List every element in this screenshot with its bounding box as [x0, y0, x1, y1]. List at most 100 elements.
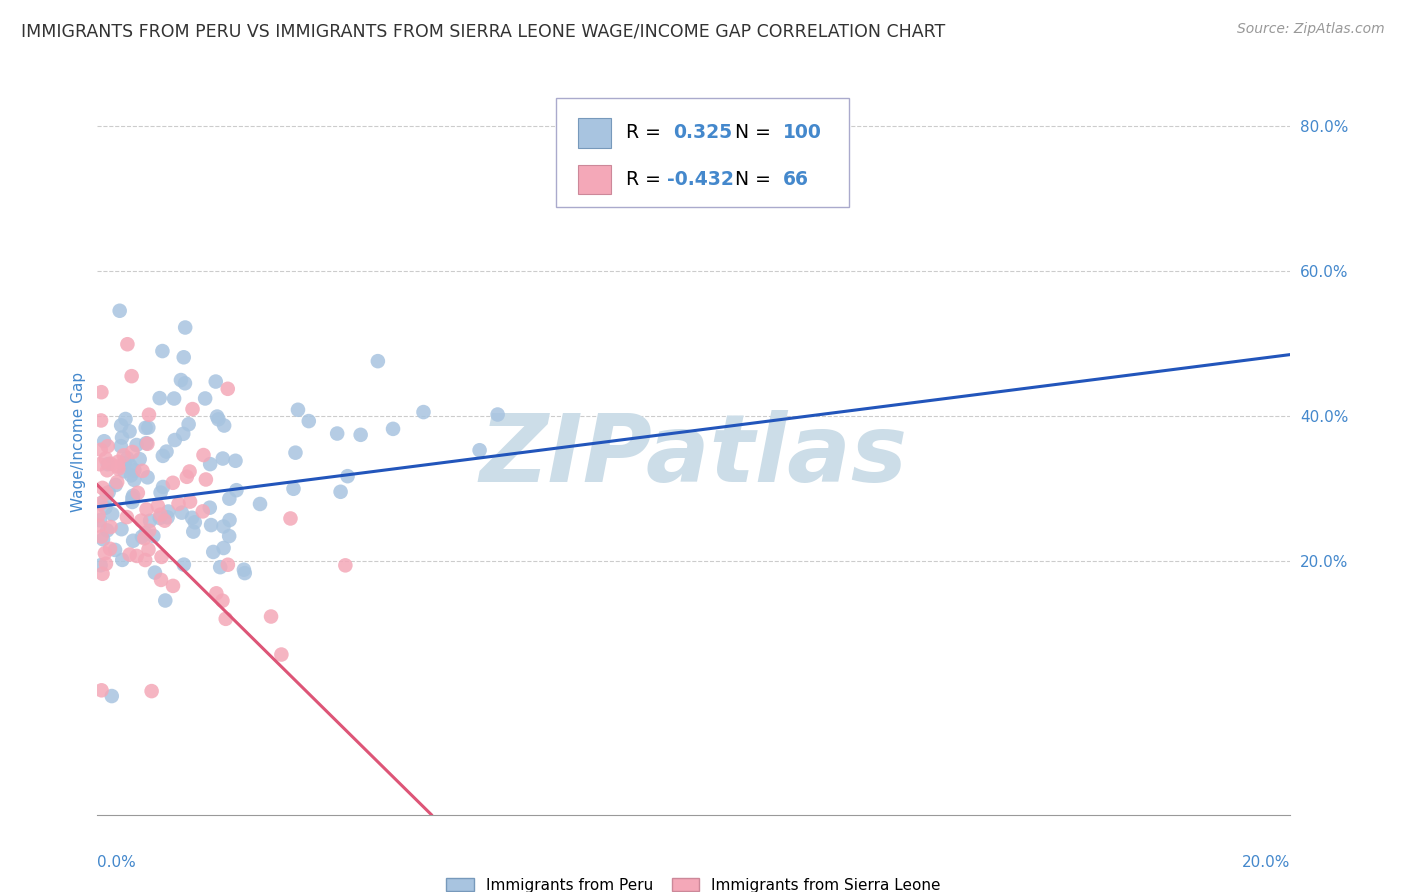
Point [97, 439, 120, 453]
Point [287, 402, 309, 417]
Point [162, 475, 184, 490]
Point [149, 485, 172, 500]
Point [121, 369, 143, 384]
Point [149, 508, 172, 522]
Point [205, 586, 228, 600]
Point [129, 514, 152, 528]
Point [125, 549, 148, 563]
Point [108, 303, 131, 318]
Legend: Immigrants from Peru, Immigrants from Sierra Leone: Immigrants from Peru, Immigrants from Si… [446, 878, 941, 892]
Point [110, 522, 132, 536]
Point [200, 518, 222, 533]
Point [217, 558, 239, 572]
Point [94, 500, 117, 515]
Point [97, 485, 120, 500]
FancyBboxPatch shape [578, 118, 612, 148]
Point [298, 414, 321, 428]
Point [139, 514, 162, 528]
Text: R =: R = [626, 123, 666, 143]
Point [173, 558, 195, 572]
Point [412, 405, 434, 419]
Point [155, 593, 177, 607]
Point [96, 463, 118, 477]
Point [176, 470, 198, 484]
Point [152, 480, 174, 494]
Point [94, 451, 117, 466]
Text: 0.0%: 0.0% [97, 855, 136, 870]
Point [122, 533, 145, 548]
Point [104, 478, 127, 492]
Point [174, 320, 197, 334]
Point [486, 408, 509, 422]
Point [115, 510, 138, 524]
Point [98, 541, 121, 556]
Point [94, 557, 117, 571]
Point [280, 511, 302, 525]
Point [225, 483, 247, 498]
Point [335, 558, 357, 573]
Point [110, 418, 132, 433]
Point [138, 524, 160, 538]
Point [112, 464, 135, 478]
Point [91, 566, 114, 581]
Point [107, 461, 129, 475]
Point [125, 438, 148, 452]
Point [336, 469, 359, 483]
Point [138, 542, 160, 557]
Point [217, 382, 239, 396]
Point [157, 504, 180, 518]
Point [270, 648, 292, 662]
Point [107, 459, 129, 474]
Point [97, 457, 120, 471]
Point [205, 409, 228, 424]
Point [170, 506, 193, 520]
Point [112, 448, 135, 462]
Point [107, 455, 129, 469]
Point [149, 511, 172, 525]
Point [89, 457, 111, 471]
Point [326, 426, 349, 441]
Point [149, 391, 172, 405]
Point [91, 481, 114, 495]
Point [367, 354, 389, 368]
Point [122, 489, 145, 503]
Point [124, 463, 146, 477]
Point [141, 684, 163, 698]
Point [90, 683, 112, 698]
Point [194, 473, 217, 487]
Point [104, 542, 127, 557]
Point [198, 457, 221, 471]
Point [134, 553, 156, 567]
Point [121, 491, 143, 505]
Point [184, 516, 207, 530]
Point [117, 337, 139, 351]
Point [211, 451, 233, 466]
Point [118, 548, 141, 562]
Point [146, 499, 169, 513]
Point [162, 579, 184, 593]
Point [212, 519, 235, 533]
Point [91, 533, 114, 547]
Point [202, 545, 225, 559]
Point [131, 464, 153, 478]
Point [100, 457, 122, 471]
Point [155, 444, 177, 458]
Point [198, 500, 221, 515]
Point [93, 434, 115, 449]
Text: 20.0%: 20.0% [1241, 855, 1289, 870]
Point [131, 530, 153, 544]
Point [350, 427, 373, 442]
Point [209, 560, 232, 574]
Point [96, 486, 118, 500]
Point [90, 530, 112, 544]
Point [100, 520, 122, 534]
Text: ZIPatlas: ZIPatlas [479, 410, 908, 502]
Point [212, 541, 235, 555]
Point [215, 612, 238, 626]
Point [177, 417, 200, 432]
Point [191, 504, 214, 518]
Point [111, 431, 134, 445]
Point [153, 514, 176, 528]
Text: IMMIGRANTS FROM PERU VS IMMIGRANTS FROM SIERRA LEONE WAGE/INCOME GAP CORRELATION: IMMIGRANTS FROM PERU VS IMMIGRANTS FROM … [21, 22, 945, 40]
Point [150, 573, 173, 587]
